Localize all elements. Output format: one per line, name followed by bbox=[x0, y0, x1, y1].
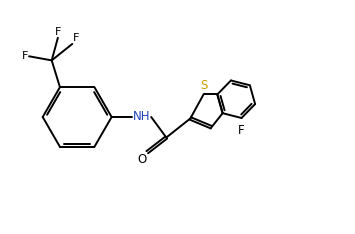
Text: S: S bbox=[200, 79, 207, 92]
Text: F: F bbox=[238, 124, 245, 137]
Text: NH: NH bbox=[133, 110, 150, 124]
Text: F: F bbox=[73, 33, 79, 43]
Text: O: O bbox=[137, 153, 146, 166]
Text: F: F bbox=[55, 27, 61, 37]
Text: F: F bbox=[22, 51, 28, 61]
